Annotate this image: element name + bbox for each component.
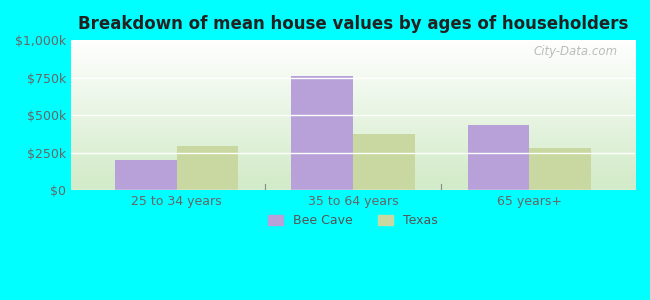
Bar [291,76,353,190]
Legend: Bee Cave, Texas: Bee Cave, Texas [263,209,443,232]
Bar [467,125,529,190]
Bar [529,148,591,190]
Bar [115,160,177,190]
Bar [353,134,415,190]
Title: Breakdown of mean house values by ages of householders: Breakdown of mean house values by ages o… [78,15,628,33]
Text: City-Data.com: City-Data.com [534,45,618,58]
Bar [177,146,239,190]
